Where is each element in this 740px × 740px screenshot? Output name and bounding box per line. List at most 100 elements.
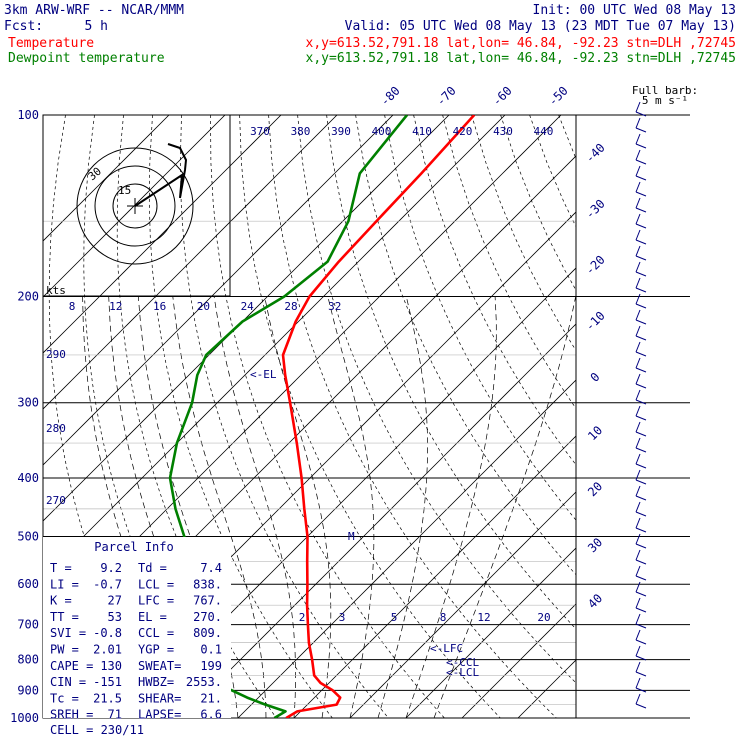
wind-barb-staff (635, 687, 647, 693)
hodograph-speed-tick: 32 (328, 300, 341, 313)
mixing-ratio-label: 5 (391, 611, 398, 624)
wind-barb-staff (635, 255, 647, 261)
parcel-info-cell: 21. (200, 691, 222, 705)
wind-barb-staff (635, 127, 647, 133)
mixing-ratio-label: 20 (537, 611, 550, 624)
parcel-info-cell: -0.7 (93, 577, 122, 591)
wind-barb-staff (635, 447, 647, 453)
wind-barb-staff (635, 399, 647, 405)
temperature-trace (281, 115, 476, 718)
isotherm-label: -80 (378, 84, 403, 109)
dry-adiabat-line (617, 115, 740, 718)
var2-info: x,y=613.52,791.18 lat,lon= 46.84, -92.23… (306, 51, 736, 66)
wind-barb-staff (635, 575, 647, 581)
isotherm-label: 20 (585, 479, 605, 499)
parcel-info-cell: HWBZ= (138, 675, 174, 689)
mixing-ratio-label: 8 (440, 611, 447, 624)
moist-adiabat-line (108, 296, 211, 718)
isotherm-label: 0 (588, 370, 603, 385)
parcel-info-cell: 27 (108, 594, 122, 608)
wind-barb-staff (635, 671, 647, 677)
isotherm-label: -20 (583, 253, 608, 278)
wind-barb-flag (635, 565, 641, 577)
wind-barb-staff (635, 287, 647, 293)
wind-barb-staff (635, 367, 647, 373)
barb-legend-title: Full barb: (632, 84, 698, 97)
pressure-tick-label: 800 (17, 653, 39, 667)
isotherm-line (237, 379, 576, 718)
moist-adiabat-line (377, 296, 428, 718)
parcel-info-cell: 53 (108, 610, 122, 624)
mixing-ratio-label: 12 (477, 611, 490, 624)
moist-adiabat-line (327, 296, 375, 718)
parcel-info-cell: K = (50, 594, 72, 608)
isotherm-line (405, 547, 576, 718)
wind-barb-staff (635, 431, 647, 437)
parcel-info-cell: TT = (50, 610, 79, 624)
theta-label: 410 (412, 125, 432, 138)
wind-barb-staff (635, 639, 647, 645)
wind-barb-flag (635, 437, 641, 449)
isotherm-label: -50 (546, 84, 571, 109)
wind-barb-flag (635, 165, 641, 177)
wind-barb-staff (635, 527, 647, 533)
wind-barb-staff (635, 271, 647, 277)
wind-barb-staff (635, 591, 647, 597)
parcel-info-cell: 130 (100, 659, 122, 673)
parcel-info-cell: SVI = (50, 626, 86, 640)
wind-barb-staff (635, 463, 647, 469)
wind-barb-staff (635, 511, 647, 517)
fcst-label: Fcst: (4, 19, 43, 34)
parcel-info-cell: EL = (138, 610, 167, 624)
mixing-ratio-label: 2 (299, 611, 306, 624)
wind-barb-staff (635, 415, 647, 421)
hodograph-speed-tick: 8 (69, 300, 76, 313)
dry-adiabat-line (500, 115, 576, 291)
parcel-info-cell: Td = (138, 561, 167, 575)
isotherm-line (517, 659, 576, 718)
dry-adiabat-line (733, 115, 740, 718)
wind-barb-flag (635, 677, 641, 689)
parcel-info-cell: CIN = (50, 675, 86, 689)
wind-barb-staff (635, 543, 647, 549)
wind-barb-flag (635, 293, 641, 305)
wind-barb-flag (635, 229, 641, 241)
theta-label: 420 (453, 125, 473, 138)
isotherm-label: 10 (585, 423, 605, 443)
hodograph-speed-tick: 16 (153, 300, 166, 313)
plot-frame (42, 114, 577, 719)
wind-barb-flag (635, 149, 641, 161)
wind-barb-flag (635, 469, 641, 481)
wind-barb-staff (635, 175, 647, 181)
wind-barb-flag (635, 341, 641, 353)
hodograph-ring-15: 15 (118, 184, 131, 197)
parcel-info-cell: 6.6 (200, 708, 222, 722)
wind-barb-staff (635, 495, 647, 501)
isotherm-label: -60 (490, 84, 515, 109)
wind-barb-flag (635, 101, 641, 113)
side-theta-label: 290 (46, 348, 66, 361)
wind-barb-flag (635, 117, 641, 129)
hodograph-speed-tick: 28 (284, 300, 297, 313)
wind-barb-staff (635, 319, 647, 325)
parcel-info-cell: YGP = (138, 643, 174, 657)
wind-barb-flag (635, 597, 641, 609)
wind-barb-staff (635, 623, 647, 629)
fcst-value: 5 h (85, 19, 108, 34)
wind-barb-flag (635, 613, 641, 625)
side-theta-label: 270 (46, 494, 66, 507)
wind-barb-staff (635, 159, 647, 165)
wind-barb-flag (635, 533, 641, 545)
isotherm-label: -40 (583, 141, 608, 166)
wind-barb-staff (635, 191, 647, 197)
parcel-info-cell: 7.4 (200, 561, 222, 575)
dry-adiabat-line (529, 115, 576, 228)
parcel-cell-motion: CELL = 230/11 (50, 723, 144, 737)
parcel-info-cell: 767. (193, 594, 222, 608)
wind-barb-flag (635, 277, 641, 289)
wind-barb-staff (635, 559, 647, 565)
parcel-info-cell: 21.5 (93, 691, 122, 705)
wind-barb-staff (635, 143, 647, 149)
pressure-tick-label: 600 (17, 577, 39, 591)
